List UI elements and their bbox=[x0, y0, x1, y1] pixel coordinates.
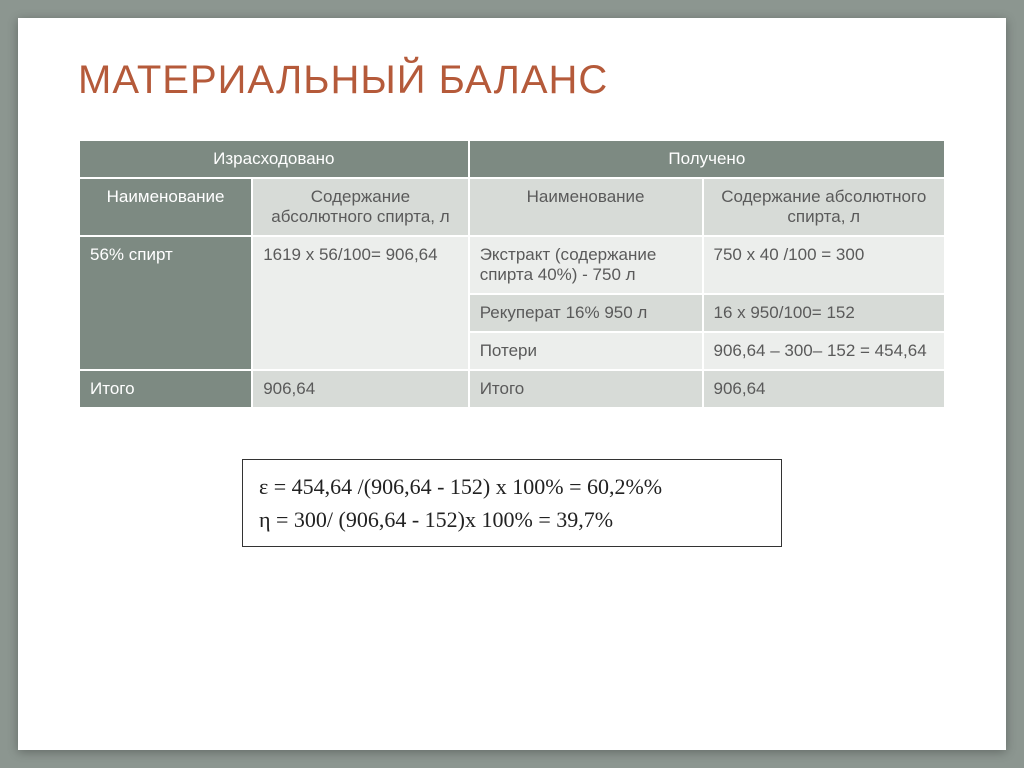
subheader-name-right: Наименование bbox=[469, 178, 703, 236]
balance-table: Израсходовано Получено Наименование Соде… bbox=[78, 139, 946, 409]
table-row: 56% спирт 1619 х 56/100= 906,64 Экстракт… bbox=[79, 236, 945, 294]
cell-total-left-name: Итого bbox=[79, 370, 252, 408]
formula-line-2: η = 300/ (906,64 - 152)х 100% = 39,7% bbox=[259, 503, 765, 536]
cell-recuperate-value: 16 х 950/100= 152 bbox=[703, 294, 946, 332]
cell-total-right-value: 906,64 bbox=[703, 370, 946, 408]
formula-box: ε = 454,64 /(906,64 - 152) х 100% = 60,2… bbox=[242, 459, 782, 547]
cell-recuperate-name: Рекуперат 16% 950 л bbox=[469, 294, 703, 332]
table-header-main: Израсходовано Получено bbox=[79, 140, 945, 178]
subheader-content-right: Содержание абсолютного спирта, л bbox=[703, 178, 946, 236]
table-header-sub: Наименование Содержание абсолютного спир… bbox=[79, 178, 945, 236]
slide: МАТЕРИАЛЬНЫЙ БАЛАНС Израсходовано Получе… bbox=[18, 18, 1006, 750]
slide-title: МАТЕРИАЛЬНЫЙ БАЛАНС bbox=[78, 58, 946, 103]
cell-extract-name: Экстракт (содержание спирта 40%) - 750 л bbox=[469, 236, 703, 294]
cell-spent-name: 56% спирт bbox=[79, 236, 252, 370]
table-row-total: Итого 906,64 Итого 906,64 bbox=[79, 370, 945, 408]
cell-total-right-name: Итого bbox=[469, 370, 703, 408]
cell-spent-value: 1619 х 56/100= 906,64 bbox=[252, 236, 469, 370]
header-received: Получено bbox=[469, 140, 945, 178]
cell-extract-value: 750 х 40 /100 = 300 bbox=[703, 236, 946, 294]
cell-total-left-value: 906,64 bbox=[252, 370, 469, 408]
subheader-content-left: Содержание абсолютного спирта, л bbox=[252, 178, 469, 236]
formula-line-1: ε = 454,64 /(906,64 - 152) х 100% = 60,2… bbox=[259, 470, 765, 503]
cell-losses-value: 906,64 – 300– 152 = 454,64 bbox=[703, 332, 946, 370]
header-spent: Израсходовано bbox=[79, 140, 469, 178]
subheader-name-left: Наименование bbox=[79, 178, 252, 236]
cell-losses-name: Потери bbox=[469, 332, 703, 370]
